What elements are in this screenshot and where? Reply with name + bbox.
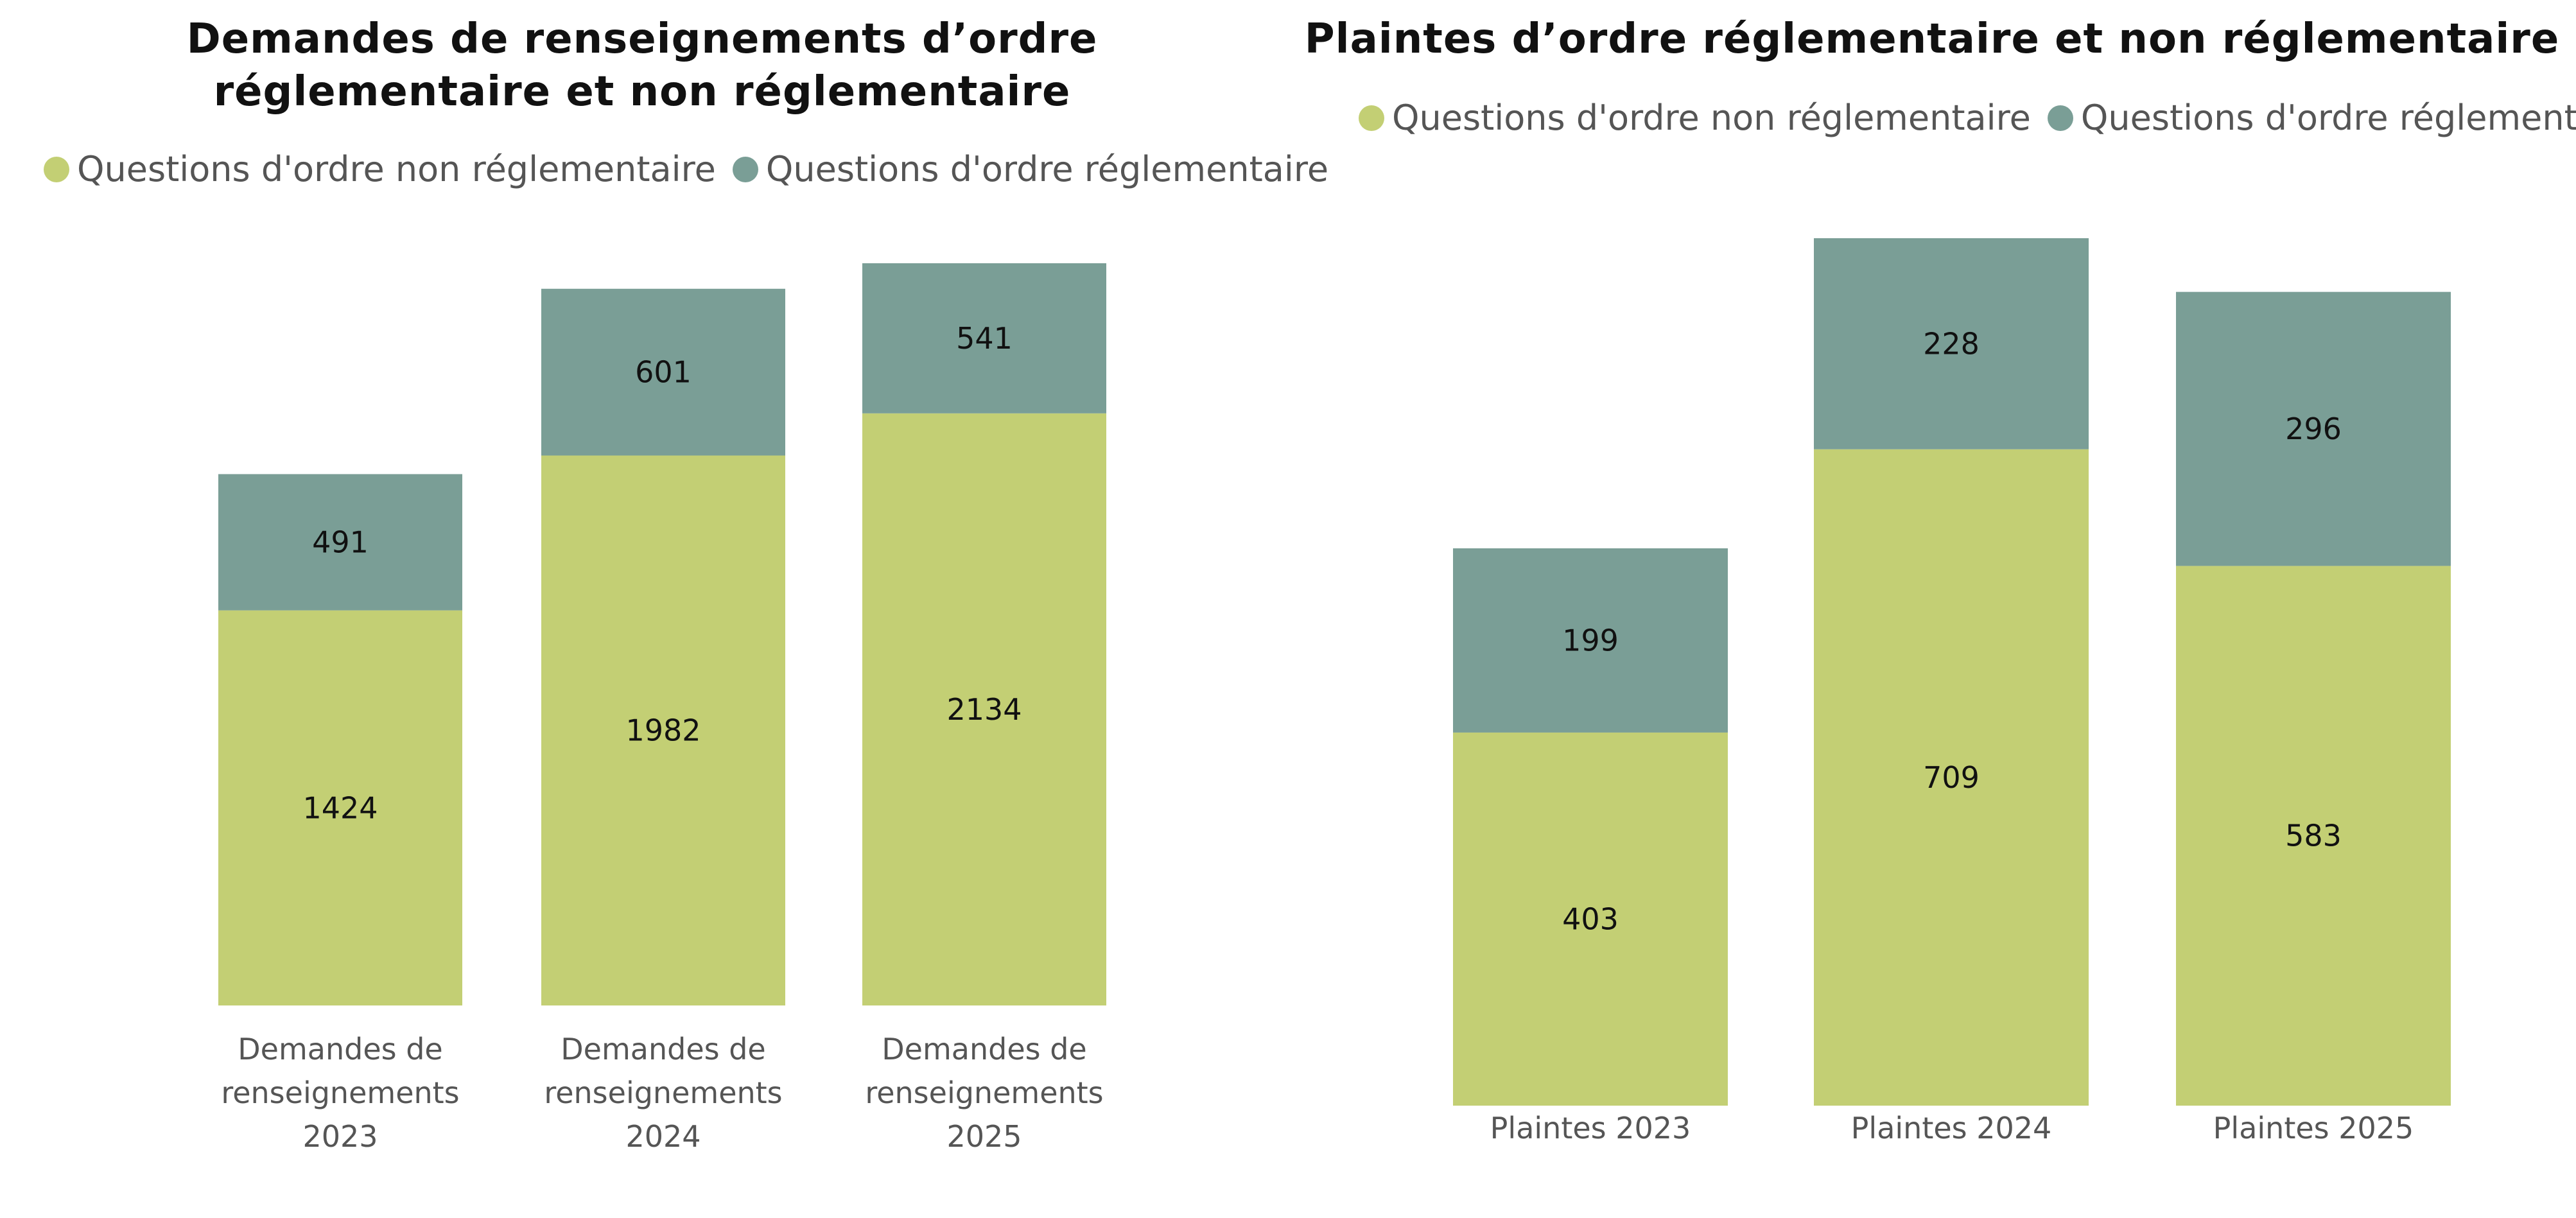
legend-swatch-non-regulatory (44, 156, 69, 182)
legend-label-non-regulatory: Questions d'ordre non réglementaire (1392, 98, 2031, 138)
data-label-regulatory-3: 541 (956, 321, 1013, 356)
bar-segment-non-regulatory-1 (218, 610, 462, 1005)
chart-title: Demandes de renseignements d’ordre régle… (186, 15, 1098, 116)
data-label-regulatory-3: 296 (2285, 412, 2342, 446)
data-label-non-regulatory-3: 2134 (946, 692, 1022, 727)
data-label-regulatory-2: 228 (1923, 326, 1980, 361)
data-label-regulatory-1: 199 (1562, 623, 1619, 657)
chart-legend: Questions d'ordre non réglementaire Ques… (1359, 98, 2576, 138)
x-tick-label-1: Demandes de renseignements 2023 (221, 1032, 459, 1154)
bar-segment-non-regulatory-3 (2176, 566, 2451, 1106)
data-label-non-regulatory-2: 709 (1923, 760, 1980, 795)
legend-label-regulatory: Questions d'ordre réglementaire (2080, 98, 2576, 138)
legend-swatch-regulatory (2047, 105, 2073, 131)
legend-item-regulatory: Questions d'ordre réglementaire (732, 149, 1329, 189)
data-label-non-regulatory-2: 1982 (625, 713, 701, 748)
chart-legend: Questions d'ordre non réglementaire Ques… (44, 149, 1328, 189)
bar-segment-non-regulatory-3 (862, 413, 1106, 1005)
legend-swatch-regulatory (732, 156, 758, 182)
legend-swatch-non-regulatory (1359, 105, 1384, 131)
bar-segment-non-regulatory-2 (1814, 449, 2089, 1106)
legend-label-non-regulatory: Questions d'ordre non réglementaire (77, 149, 716, 189)
bar-segment-regulatory-3 (2176, 291, 2451, 566)
x-tick-label-2: Plaintes 2024 (1851, 1111, 2052, 1145)
legend-item-non-regulatory: Questions d'ordre non réglementaire (44, 149, 716, 189)
data-label-non-regulatory-1: 1424 (302, 790, 378, 825)
x-tick-label-3: Plaintes 2025 (2213, 1111, 2414, 1145)
legend-item-regulatory: Questions d'ordre réglementaire (2047, 98, 2576, 138)
bar-segment-regulatory-2 (541, 288, 785, 456)
data-label-regulatory-2: 601 (635, 355, 692, 390)
chart-panel-requests: Demandes de renseignements d’ordre régle… (44, 15, 1328, 1154)
data-label-regulatory-1: 491 (312, 525, 369, 560)
bar-segment-non-regulatory-1 (1453, 732, 1728, 1106)
legend-label-regulatory: Questions d'ordre réglementaire (765, 149, 1329, 189)
bar-chart-requests: 1424 491 Demandes de renseignements 2023 1982… (218, 263, 1106, 1154)
chart-panel-complaints: Plaintes d’ordre réglementaire et non ré… (1288, 0, 2576, 1218)
data-label-non-regulatory-3: 583 (2285, 819, 2342, 853)
data-label-non-regulatory-1: 403 (1562, 901, 1619, 936)
bar-chart-complaints: 403 199 Plaintes 2023 709 228 Plaintes 2024 58… (1453, 238, 2451, 1145)
legend-item-non-regulatory: Questions d'ordre non réglementaire (1359, 98, 2031, 138)
bar-segment-regulatory-1 (1453, 548, 1728, 733)
chart-title: Plaintes d’ordre réglementaire et non ré… (1304, 15, 2560, 63)
bar-segment-non-regulatory-2 (541, 455, 785, 1005)
x-tick-label-3: Demandes de renseignements 2025 (865, 1032, 1103, 1154)
bar-segment-regulatory-1 (218, 474, 462, 611)
bar-segment-regulatory-3 (862, 263, 1106, 413)
x-tick-label-1: Plaintes 2023 (1490, 1111, 1691, 1145)
bar-segment-regulatory-2 (1814, 238, 2089, 449)
x-tick-label-2: Demandes de renseignements 2024 (544, 1032, 782, 1154)
